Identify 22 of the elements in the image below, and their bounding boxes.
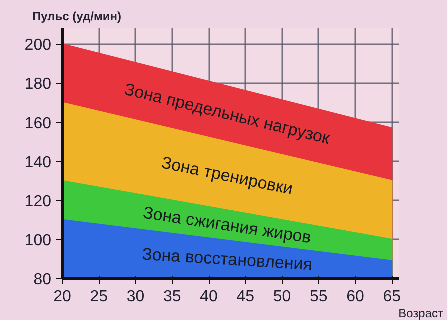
y-axis-title: Пульс (уд/мин)	[32, 10, 122, 24]
x-tick-label: 35	[163, 288, 182, 306]
y-tick-label: 100	[24, 232, 52, 250]
y-tick-label: 80	[34, 272, 52, 288]
y-tick-label: 200	[24, 37, 52, 54]
x-tick-label: 40	[200, 288, 218, 306]
x-tick-label: 25	[90, 288, 108, 306]
x-tick-label: 30	[126, 288, 145, 306]
y-tick-label: 120	[24, 193, 52, 210]
x-axis-title: Возраст	[398, 306, 444, 320]
x-tick-label: 60	[346, 288, 365, 306]
x-tick-label: 20	[54, 288, 72, 306]
x-tick-label: 65	[383, 288, 402, 306]
x-tick-label: 55	[310, 288, 328, 306]
y-tick-label: 140	[24, 154, 52, 172]
y-tick-label: 180	[24, 76, 52, 94]
y-tick-label: 160	[24, 115, 52, 132]
series-label: Зона восстановления	[142, 244, 314, 274]
x-tick-label: 50	[273, 288, 292, 306]
x-tick-label: 45	[236, 288, 255, 306]
series-label: Зона сжигания жиров	[142, 203, 313, 248]
series-label: Зона тренировки	[160, 153, 295, 199]
